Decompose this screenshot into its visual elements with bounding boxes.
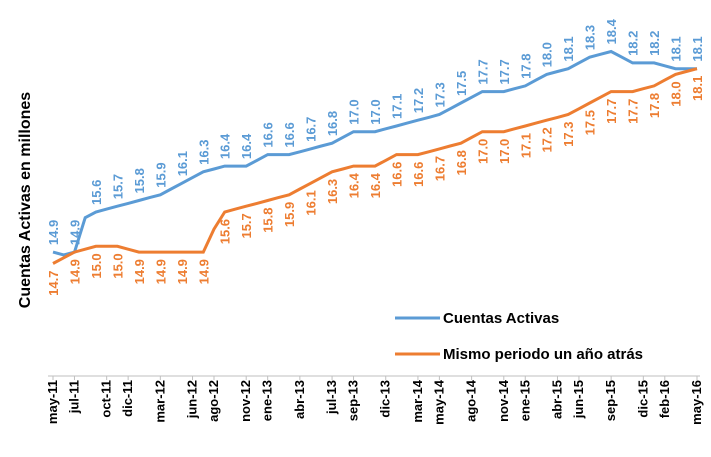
- data-label: 17.0: [475, 139, 490, 164]
- data-label: 15.8: [261, 207, 276, 232]
- data-label: 16.1: [175, 151, 190, 176]
- data-label: 17.2: [540, 127, 555, 152]
- data-label: 18.1: [561, 36, 576, 61]
- x-tick-label: sep-15: [603, 380, 618, 421]
- x-tick-label: dic-15: [635, 380, 650, 418]
- data-label: 17.0: [497, 139, 512, 164]
- x-tick-label: ago-14: [464, 379, 479, 422]
- data-label: 18.1: [690, 36, 705, 61]
- x-tick-label: may-14: [431, 379, 446, 425]
- x-tick-label: ene-15: [517, 380, 532, 421]
- data-label: 16.6: [261, 122, 276, 147]
- x-tick-label: jun-12: [185, 380, 200, 419]
- x-tick-label: jul-13: [324, 380, 339, 415]
- data-label: 15.7: [239, 213, 254, 238]
- data-label: 16.8: [454, 150, 469, 175]
- data-label: 14.9: [67, 259, 82, 284]
- data-label: 18.4: [604, 18, 619, 44]
- legend-label: Mismo periodo un año atrás: [443, 346, 643, 363]
- data-label: 14.9: [67, 220, 82, 245]
- data-label: 14.7: [46, 271, 61, 296]
- data-label: 16.4: [239, 133, 254, 159]
- data-label: 16.7: [432, 156, 447, 181]
- data-label: 17.7: [497, 59, 512, 84]
- data-label: 17.0: [368, 99, 383, 124]
- x-tick-label: jun-15: [571, 380, 586, 419]
- series-line: [52, 67, 698, 265]
- x-tick-label: nov-12: [238, 380, 253, 422]
- data-label: 15.8: [132, 168, 147, 193]
- y-axis-title: Cuentas Activas en millones: [17, 92, 34, 308]
- x-tick-label: may-16: [689, 380, 704, 425]
- x-tick-label: dic-11: [120, 380, 135, 417]
- data-label: 17.3: [432, 82, 447, 107]
- x-tick-label: mar-12: [152, 380, 167, 423]
- data-label: 17.0: [347, 99, 362, 124]
- data-label: 16.6: [411, 162, 426, 187]
- data-label: 17.7: [626, 99, 641, 124]
- x-tick-label: abr-13: [292, 380, 307, 419]
- x-tick-label: ene-13: [260, 380, 275, 421]
- data-label: 14.9: [196, 259, 211, 284]
- data-label: 16.4: [218, 133, 233, 159]
- data-label: 15.9: [282, 202, 297, 227]
- data-label: 17.3: [561, 122, 576, 147]
- data-label: 17.2: [411, 88, 426, 113]
- data-label: 18.0: [540, 42, 555, 67]
- data-label: 16.3: [196, 140, 211, 165]
- x-tick-label: sep-13: [346, 380, 361, 421]
- data-label: 16.8: [325, 111, 340, 136]
- data-label: 17.1: [389, 94, 404, 119]
- x-tick-label: jul-11: [66, 380, 81, 414]
- data-label: 15.7: [110, 174, 125, 199]
- data-label: 16.1: [304, 190, 319, 215]
- data-label: 16.4: [347, 172, 362, 198]
- data-label: 16.4: [368, 172, 383, 198]
- data-label: 14.9: [175, 259, 190, 284]
- data-label: 17.8: [518, 54, 533, 79]
- data-label: 18.0: [669, 81, 684, 106]
- x-tick-label: feb-16: [657, 380, 672, 418]
- legend-label: Cuentas Activas: [443, 310, 559, 327]
- x-tick-label: dic-13: [378, 380, 393, 418]
- data-label: 18.1: [690, 76, 705, 101]
- data-label: 15.0: [89, 253, 104, 278]
- data-label: 18.1: [669, 36, 684, 61]
- data-label: 14.9: [46, 220, 61, 245]
- x-tick-label: mar-14: [410, 379, 425, 422]
- data-label: 17.5: [583, 110, 598, 135]
- data-label: 16.3: [325, 179, 340, 204]
- data-label: 18.2: [647, 31, 662, 56]
- data-label: 14.9: [153, 259, 168, 284]
- series-line: [52, 49, 697, 257]
- data-label: 15.6: [218, 219, 233, 244]
- data-label: 15.6: [89, 180, 104, 205]
- data-label: 18.3: [583, 25, 598, 50]
- data-label: 15.9: [153, 162, 168, 187]
- x-tick-label: nov-14: [496, 379, 511, 422]
- data-label: 15.0: [110, 253, 125, 278]
- x-tick-label: may-11: [45, 380, 60, 424]
- data-label: 14.9: [132, 259, 147, 284]
- data-label: 17.7: [604, 99, 619, 124]
- data-label: 17.7: [475, 59, 490, 84]
- data-label: 16.6: [282, 122, 297, 147]
- data-label: 17.8: [647, 93, 662, 118]
- data-label: 17.5: [454, 71, 469, 96]
- data-label: 16.6: [389, 162, 404, 187]
- data-label: 16.7: [304, 117, 319, 142]
- data-label: 18.2: [626, 31, 641, 56]
- x-tick-label: ago-12: [206, 380, 221, 422]
- x-tick-label: abr-15: [549, 380, 564, 419]
- data-label: 17.1: [518, 133, 533, 158]
- x-tick-label: oct-11: [99, 380, 114, 418]
